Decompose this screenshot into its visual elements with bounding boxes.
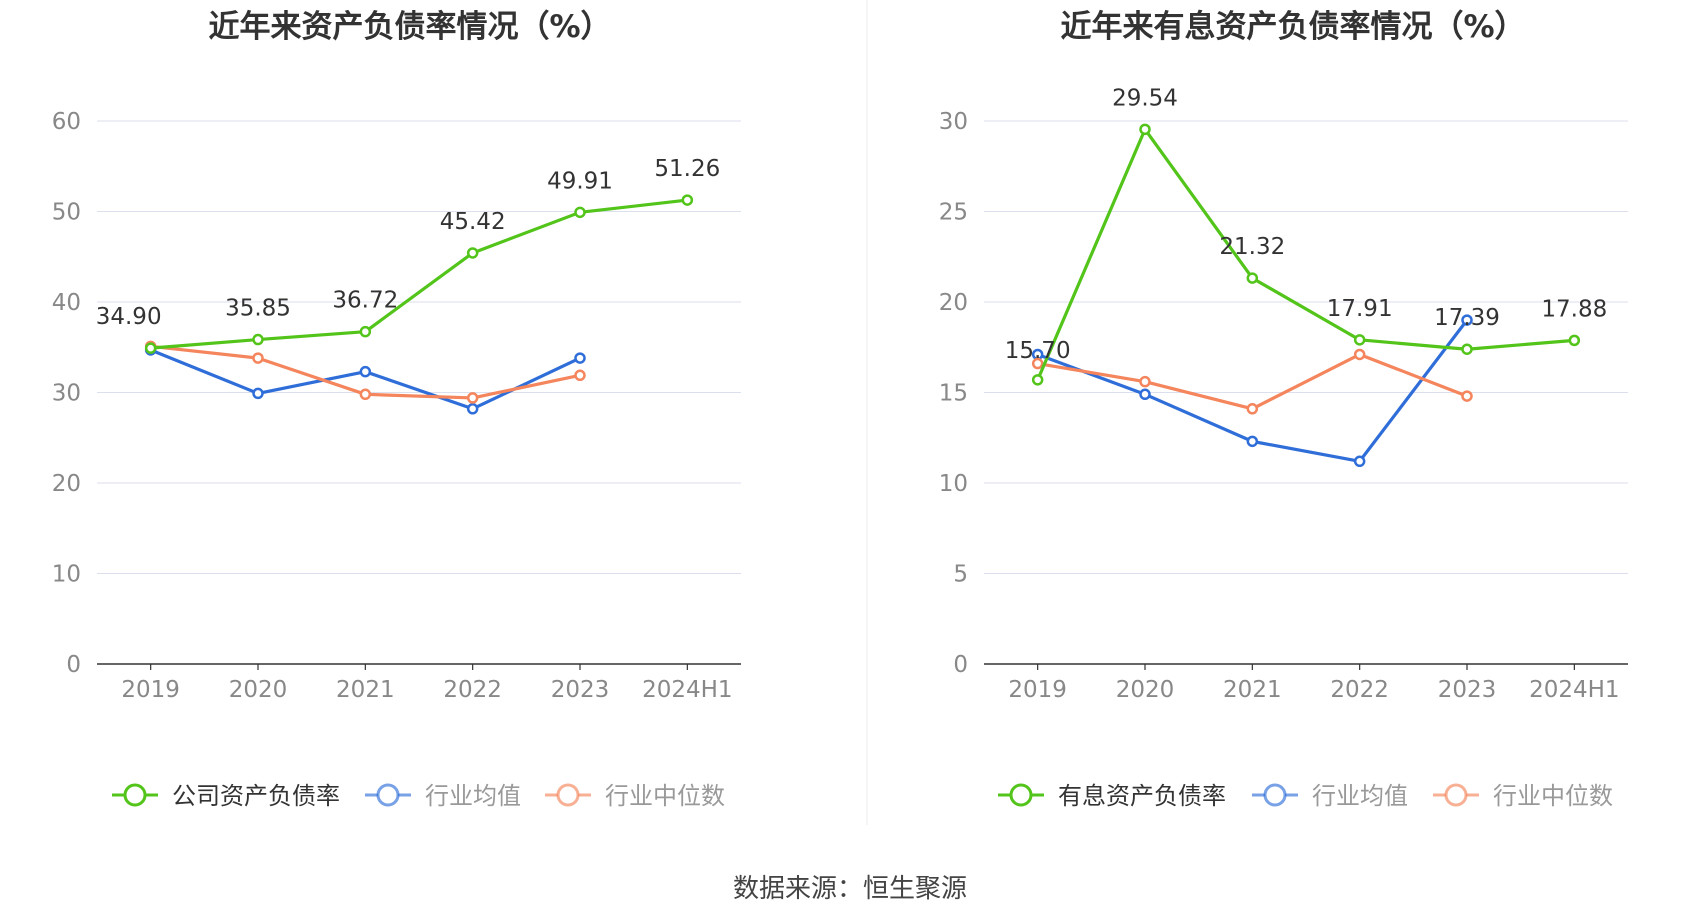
- x-tick-label: 2021: [1223, 677, 1282, 703]
- data-label: 51.26: [654, 156, 720, 182]
- data-point: [144, 342, 157, 354]
- series-line: [1036, 127, 1575, 381]
- data-point: [1139, 123, 1151, 136]
- x-tick-label: 2019: [121, 677, 180, 703]
- data-point: [574, 206, 586, 219]
- y-tick-label: 30: [52, 381, 81, 407]
- legend-marker: [1009, 783, 1033, 807]
- legend-marker: [123, 783, 147, 807]
- data-point: [1568, 334, 1581, 347]
- x-tick-label: 2020: [1116, 677, 1175, 703]
- data-label: 17.88: [1541, 296, 1607, 322]
- legend-marker: [376, 783, 400, 807]
- chart-title: 近年来资产负债率情况（%）: [208, 9, 611, 45]
- x-tick-label: 2022: [1330, 677, 1389, 703]
- data-point: [359, 388, 372, 401]
- data-point: [359, 325, 372, 338]
- x-tick-label: 2023: [551, 677, 610, 703]
- chart-panel-2: 近年来有息资产负债率情况（%） 0 5 10 15 20 25 30 2019 2020 2021 2…: [939, 9, 1628, 810]
- x-tick-label: 2024H1: [642, 677, 732, 703]
- data-label: 49.91: [547, 168, 613, 194]
- legend-label: 行业均值: [425, 782, 521, 810]
- data-label: 17.91: [1327, 296, 1393, 322]
- data-label: 15.70: [1005, 338, 1071, 364]
- data-point: [466, 392, 479, 404]
- data-point: [1139, 388, 1151, 401]
- x-tick-label: 2023: [1438, 677, 1497, 703]
- data-label: 45.42: [440, 209, 506, 235]
- x-tick-label: 2024H1: [1529, 677, 1619, 703]
- data-point: [1353, 348, 1366, 361]
- data-label: 21.32: [1219, 234, 1285, 260]
- y-tick-label: 20: [939, 290, 968, 316]
- y-tick-label: 25: [939, 200, 968, 226]
- data-point: [359, 365, 372, 378]
- y-tick-label: 0: [66, 652, 81, 678]
- data-point: [1353, 334, 1366, 346]
- y-tick-label: 10: [939, 471, 968, 497]
- legend-label: 行业均值: [1312, 782, 1408, 810]
- data-point: [466, 403, 479, 415]
- chart-title: 近年来有息资产负债率情况（%）: [1060, 9, 1525, 45]
- y-tick-label: 40: [52, 290, 81, 316]
- data-point: [1461, 343, 1473, 355]
- data-point: [1246, 435, 1259, 448]
- data-point: [1031, 357, 1044, 370]
- legend-label: 有息资产负债率: [1058, 782, 1226, 810]
- chart-panel-1: 近年来资产负债率情况（%） 0 10 20 30 40 50 60 2019 2020 2021 20…: [52, 9, 741, 810]
- source-note: 数据来源：恒生聚源: [732, 874, 967, 904]
- legend-marker: [556, 783, 580, 807]
- data-point: [1353, 455, 1366, 468]
- data-point: [466, 247, 479, 259]
- x-tick-label: 2021: [336, 677, 395, 703]
- data-point: [574, 369, 586, 382]
- legend-label: 行业中位数: [1493, 782, 1613, 810]
- data-point: [1246, 272, 1259, 284]
- y-tick-label: 5: [953, 562, 968, 588]
- data-point: [1139, 375, 1151, 388]
- data-label: 17.39: [1434, 305, 1500, 331]
- data-point: [681, 194, 694, 206]
- legend-label: 公司资产负债率: [172, 782, 340, 810]
- data-point: [252, 387, 264, 400]
- series-line: [1037, 352, 1468, 411]
- x-tick-label: 2020: [229, 677, 288, 703]
- legend-marker: [1444, 783, 1468, 807]
- legend-label: 行业中位数: [605, 782, 725, 810]
- data-point: [1246, 403, 1259, 415]
- data-point: [574, 352, 586, 364]
- legend-marker: [1263, 783, 1287, 807]
- y-tick-label: 60: [52, 109, 81, 135]
- y-tick-label: 10: [52, 562, 81, 588]
- x-tick-label: 2022: [443, 677, 502, 703]
- x-tick-label: 2019: [1008, 677, 1067, 703]
- data-label: 29.54: [1112, 85, 1178, 111]
- y-tick-label: 20: [52, 471, 81, 497]
- y-tick-label: 30: [939, 109, 968, 135]
- data-label: 36.72: [332, 288, 398, 314]
- y-tick-label: 0: [953, 652, 968, 678]
- data-point: [1461, 390, 1473, 402]
- data-label: 34.90: [96, 304, 162, 330]
- data-point: [252, 333, 264, 346]
- data-point: [1031, 374, 1044, 386]
- series-line: [150, 198, 688, 350]
- y-tick-label: 50: [52, 200, 81, 226]
- data-point: [252, 352, 264, 364]
- data-point: [1461, 314, 1473, 326]
- data-label: 35.85: [225, 296, 291, 322]
- y-tick-label: 15: [939, 381, 968, 407]
